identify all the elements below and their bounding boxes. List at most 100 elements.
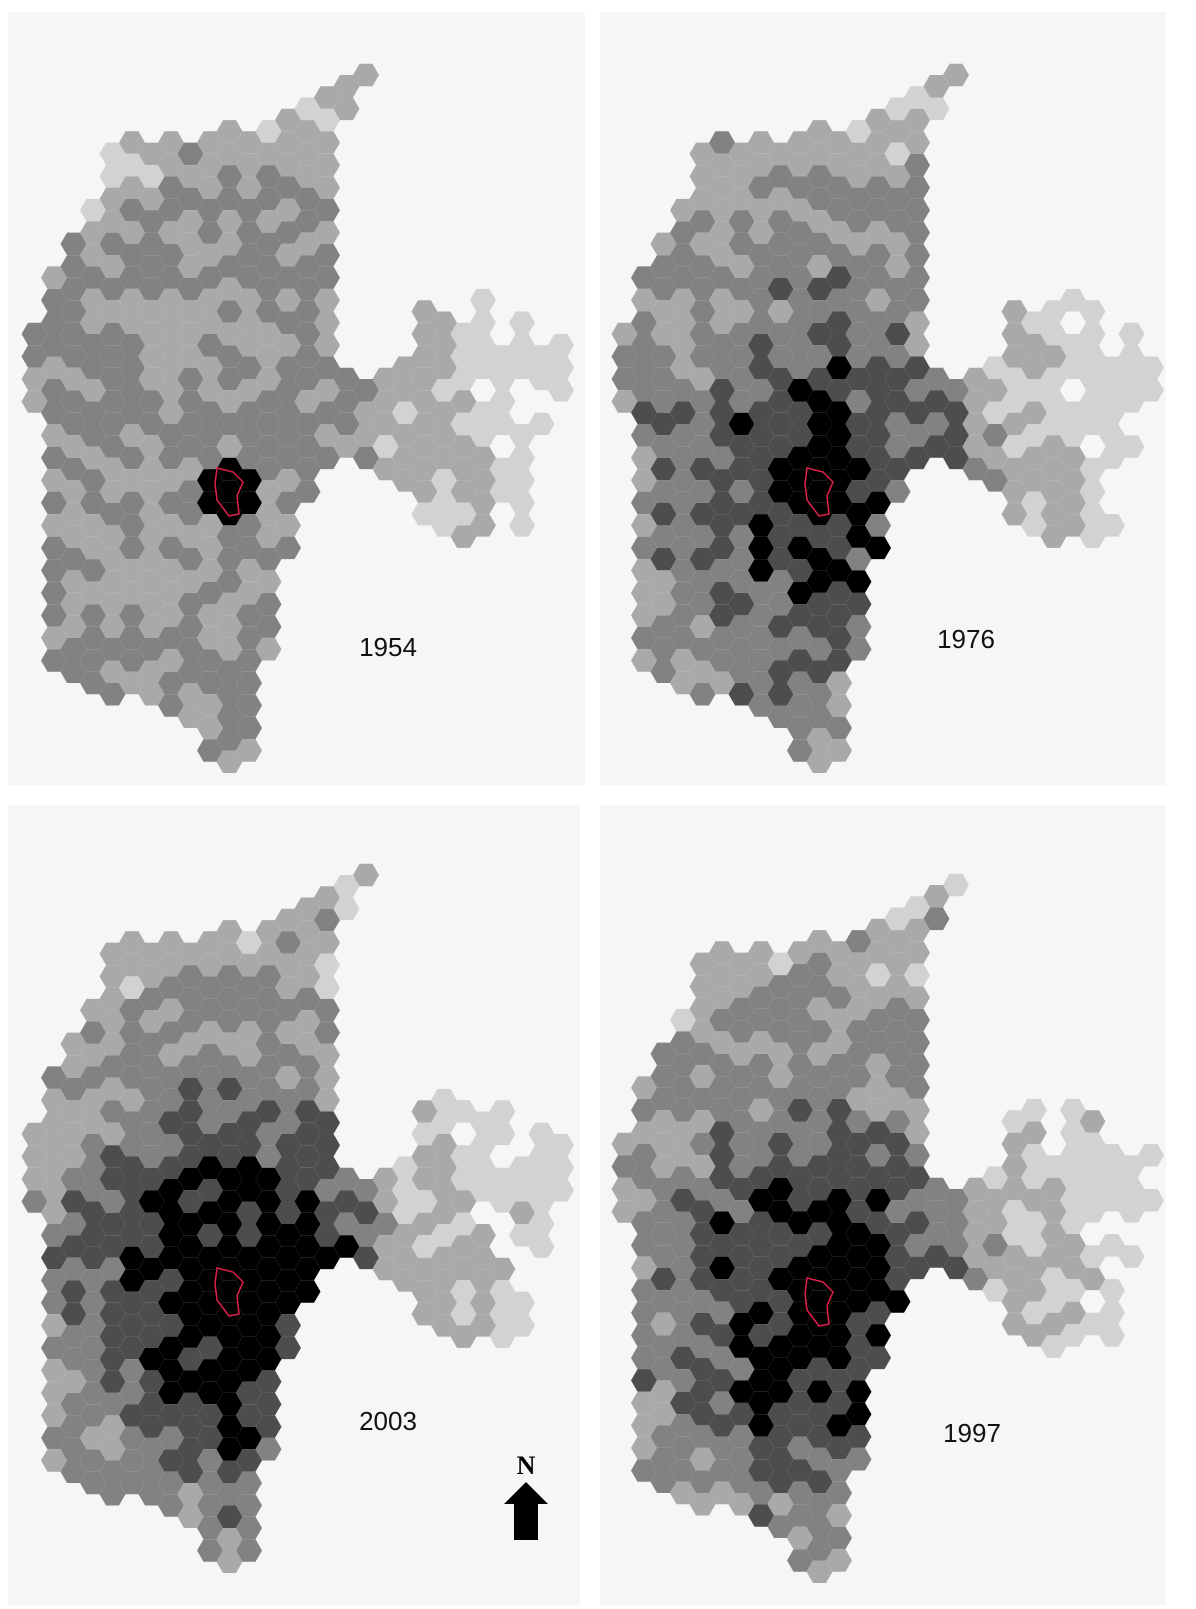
- hex-cell: [294, 120, 321, 143]
- hex-cell: [748, 1324, 774, 1347]
- hex-cell: [509, 401, 535, 424]
- hex-cell: [1001, 1222, 1028, 1246]
- hex-cell: [411, 502, 438, 526]
- hex-cell: [138, 1235, 165, 1258]
- hex-cell: [314, 424, 340, 447]
- hex-cell: [826, 963, 852, 987]
- hex-cell: [392, 1269, 418, 1292]
- hex-cell: [748, 694, 774, 717]
- hex-cell: [748, 963, 774, 987]
- hex-cell: [470, 446, 496, 470]
- hex-cell: [806, 975, 833, 998]
- hex-cell: [80, 536, 106, 560]
- hex-cell: [80, 649, 106, 672]
- hex-cell: [99, 187, 126, 211]
- hex-cell: [275, 379, 301, 402]
- hex-cell: [99, 637, 126, 661]
- hex-cell: [294, 435, 321, 458]
- hex-cell: [631, 266, 657, 289]
- hex-cell: [177, 1280, 204, 1303]
- hex-cell: [314, 1201, 340, 1224]
- hex-cell: [216, 165, 243, 188]
- hex-cell: [138, 987, 165, 1011]
- hex-cell: [728, 615, 755, 638]
- hex-cell: [41, 581, 67, 605]
- hex-cell: [236, 1291, 262, 1315]
- hex-cell: [709, 446, 735, 470]
- hex-cell: [216, 1483, 243, 1506]
- hex-cell: [845, 1200, 872, 1223]
- hex-cell: [60, 547, 87, 571]
- hex-cell: [431, 401, 457, 424]
- hex-cell: [1001, 1290, 1028, 1313]
- hex-cell: [548, 379, 574, 402]
- hex-cell: [767, 547, 794, 571]
- hex-cell: [806, 435, 833, 458]
- hex-cell: [1040, 390, 1067, 413]
- hex-cell: [670, 379, 696, 402]
- hex-cell: [197, 649, 223, 672]
- hex-cell: [158, 424, 184, 447]
- hex-cell: [216, 1190, 243, 1213]
- hex-cell: [806, 1560, 833, 1583]
- hex-cell: [689, 210, 716, 233]
- hex-cell: [845, 547, 872, 571]
- hex-cell: [450, 1122, 477, 1146]
- hex-cell: [80, 1156, 106, 1179]
- hex-cell: [611, 1132, 638, 1156]
- hex-cell: [255, 1347, 282, 1371]
- hex-cell: [431, 1291, 457, 1315]
- hex-cell: [962, 1177, 989, 1201]
- hex-cell: [1001, 480, 1028, 503]
- hex-cell: [138, 480, 165, 503]
- hex-cell: [904, 266, 930, 289]
- hex-cell: [197, 288, 223, 312]
- hex-cell: [845, 525, 872, 548]
- hex-cell: [41, 1359, 67, 1382]
- hex-cell: [865, 266, 891, 289]
- hex-cell: [158, 356, 184, 379]
- hex-cell: [650, 1357, 677, 1381]
- hex-cell: [80, 424, 106, 447]
- hex-cell: [431, 1201, 457, 1224]
- hex-cell: [806, 255, 833, 278]
- year-label: 2003: [359, 1406, 417, 1436]
- hex-cell: [314, 266, 340, 289]
- hex-cell: [787, 1549, 813, 1572]
- hex-cell: [489, 1167, 516, 1191]
- hex-cell: [709, 1324, 735, 1347]
- hex-cell: [650, 1087, 677, 1111]
- hex-cell: [728, 683, 755, 706]
- hex-cell: [509, 1246, 535, 1270]
- hex-cell: [275, 1269, 301, 1292]
- hex-cell: [748, 198, 774, 222]
- hex-cell: [689, 1020, 716, 1043]
- hex-cell: [372, 390, 399, 413]
- hex-cell: [216, 683, 243, 706]
- hex-cell: [689, 1267, 716, 1291]
- hex-cell: [275, 311, 301, 334]
- hex-cell: [787, 1166, 813, 1189]
- hex-cell: [748, 221, 774, 244]
- hex-cell: [904, 963, 930, 987]
- hex-cell: [650, 1267, 677, 1291]
- hex-cell: [294, 210, 321, 233]
- hex-cell: [943, 446, 969, 470]
- hex-cell: [1079, 1312, 1106, 1336]
- hex-cell: [1079, 367, 1106, 391]
- hex-cell: [177, 1190, 204, 1213]
- hex-cell: [470, 1179, 496, 1202]
- hex-cell: [943, 1234, 969, 1257]
- hex-cell: [845, 1357, 872, 1381]
- hex-cell: [216, 1235, 243, 1258]
- hex-cell: [650, 1177, 677, 1201]
- hex-cell: [1060, 1144, 1086, 1167]
- hex-cell: [904, 198, 930, 222]
- hex-cell: [99, 1347, 126, 1371]
- hex-cell: [138, 1077, 165, 1101]
- hex-cell: [1099, 334, 1125, 357]
- hex-cell: [689, 570, 716, 593]
- hex-cell: [826, 559, 852, 582]
- hex-cell: [80, 1179, 106, 1202]
- hex-cell: [41, 401, 67, 424]
